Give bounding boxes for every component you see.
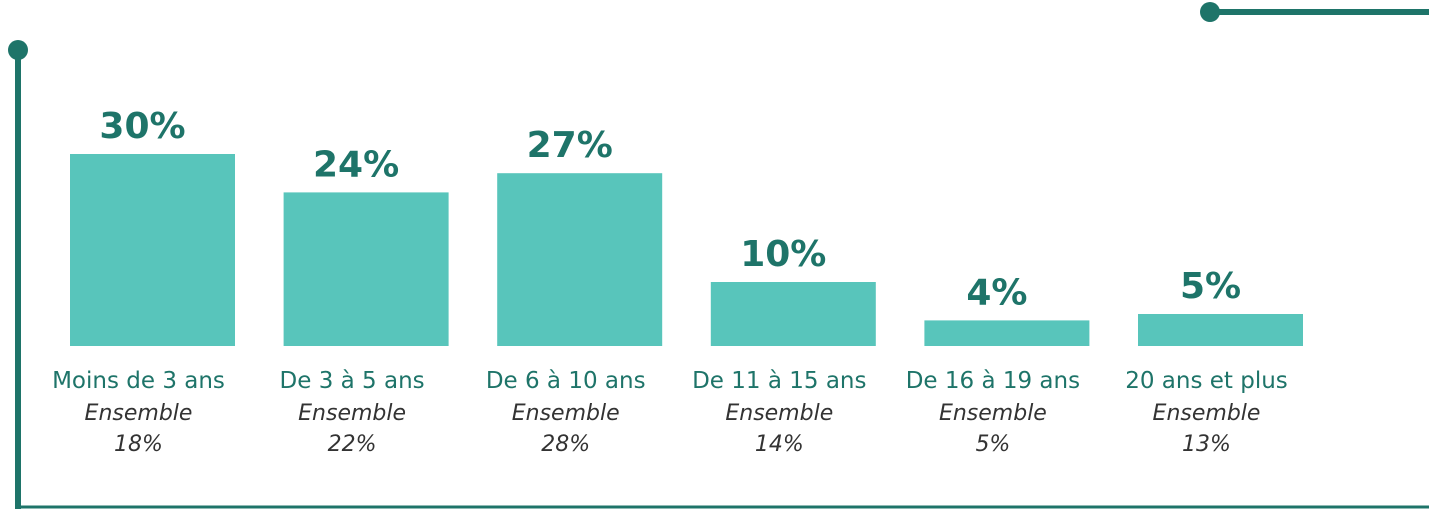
comparison-value: 14% [755,432,804,457]
value-label: 27% [527,125,613,166]
category-label: De 16 à 19 ans [906,368,1080,394]
category-label: 20 ans et plus [1125,368,1288,394]
comparison-name: Ensemble [85,401,193,426]
comparison-value: 5% [975,432,1010,457]
comparison-value: 22% [328,432,377,457]
category-label: De 3 à 5 ans [280,368,425,394]
comparison-name: Ensemble [512,401,620,426]
comparison-name: Ensemble [298,401,406,426]
bar [1138,314,1303,346]
bar [497,173,663,346]
value-label: 5% [1180,266,1241,307]
value-label: 30% [99,106,185,147]
category-label: De 6 à 10 ans [486,368,646,394]
comparison-name: Ensemble [725,401,833,426]
category-label: De 11 à 15 ans [692,368,866,394]
comparison-value: 18% [114,432,163,457]
comparison-name: Ensemble [939,401,1047,426]
value-label: 10% [740,234,826,275]
decoration [8,2,1429,509]
frame-dot [8,40,28,60]
value-label: 4% [966,272,1027,313]
bar [283,192,449,346]
bar [924,320,1090,346]
comparison-value: 28% [541,432,590,457]
comparison-name: Ensemble [1153,401,1261,426]
comparison-value: 13% [1182,432,1231,457]
category-label: Moins de 3 ans [52,368,225,394]
frame-dot [1200,2,1220,22]
value-label: 24% [313,144,399,185]
bar [710,282,876,346]
bar [70,154,235,346]
